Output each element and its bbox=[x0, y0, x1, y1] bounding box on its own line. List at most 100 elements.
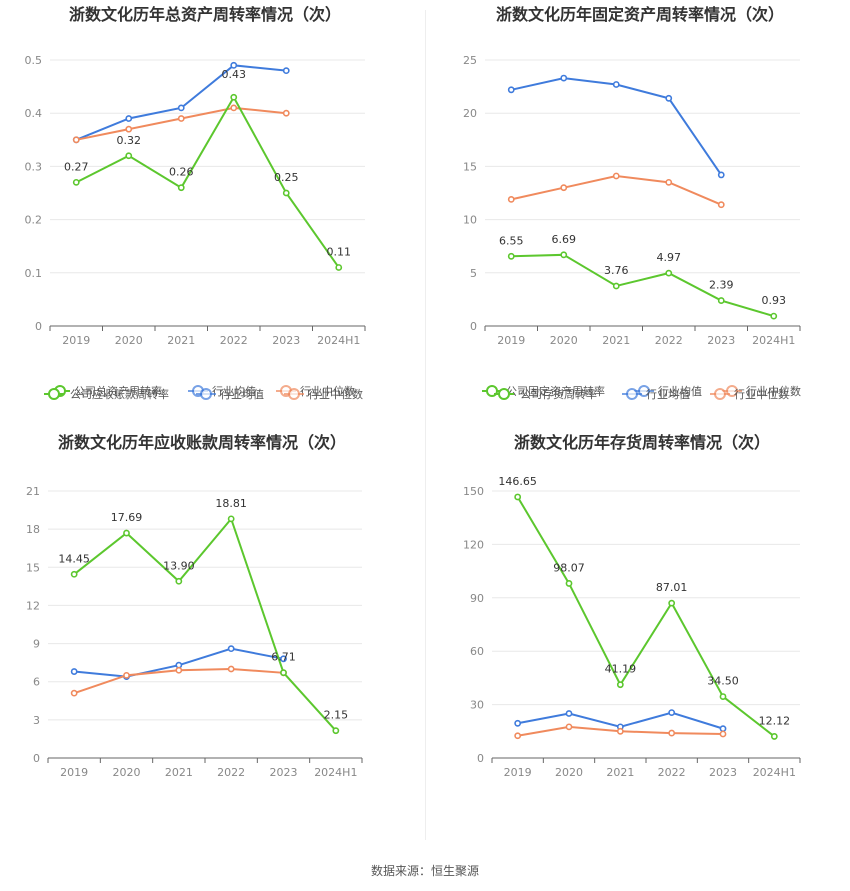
industry-avg-point bbox=[565, 710, 573, 717]
data-label: 34.50 bbox=[707, 675, 739, 688]
y-tick-label: 3 bbox=[33, 714, 40, 727]
company-point bbox=[335, 264, 343, 271]
company-point bbox=[280, 669, 287, 677]
legend-label: 公司总资产周转率 bbox=[74, 384, 162, 398]
legend-label: 行业均值 bbox=[212, 385, 256, 398]
panel-divider bbox=[425, 10, 426, 840]
y-tick-label: 18 bbox=[26, 523, 40, 536]
legend-marker bbox=[498, 388, 510, 400]
company-point bbox=[770, 312, 778, 320]
company-point bbox=[665, 269, 673, 277]
y-tick-label: 0 bbox=[470, 320, 477, 333]
industry-median-point bbox=[72, 136, 80, 144]
legend-label: 公司应收账款周转率 bbox=[70, 387, 169, 401]
company-point bbox=[668, 599, 676, 607]
y-tick-label: 90 bbox=[470, 592, 484, 605]
industry-median-point bbox=[514, 732, 522, 740]
legend-company[interactable]: 公司存货周转率 bbox=[494, 387, 597, 401]
x-tick-label: 2023 bbox=[270, 766, 298, 779]
data-label: 2.15 bbox=[324, 709, 349, 722]
x-tick-label: 2022 bbox=[655, 334, 683, 347]
legend-label: 公司存货周转率 bbox=[520, 387, 597, 401]
y-tick-label: 0.2 bbox=[25, 214, 43, 227]
data-label: 0.25 bbox=[274, 171, 299, 184]
company-point bbox=[616, 681, 624, 689]
industry-avg-point bbox=[507, 86, 515, 94]
industry-median-point bbox=[227, 665, 235, 673]
company-point bbox=[560, 251, 568, 259]
y-tick-label: 60 bbox=[470, 645, 484, 658]
chart-title: 浙数文化历年应收账款周转率情况（次） bbox=[58, 433, 346, 452]
industry-avg-point bbox=[668, 709, 676, 717]
legend-industry-median[interactable]: 行业中位数 bbox=[710, 387, 789, 401]
chart-title: 浙数文化历年存货周转率情况（次） bbox=[514, 433, 770, 452]
company-point bbox=[227, 515, 235, 523]
company-line bbox=[75, 95, 340, 269]
industry-avg-line bbox=[511, 77, 723, 176]
legend-industry-median[interactable]: 行业中位数 bbox=[284, 387, 363, 401]
y-tick-label: 0.1 bbox=[25, 267, 43, 280]
legend-marker bbox=[626, 388, 638, 400]
legend-label: 行业中位数 bbox=[734, 387, 789, 401]
legend-label: 行业均值 bbox=[646, 388, 690, 401]
industry-median-point bbox=[125, 125, 133, 133]
industry-median-point bbox=[612, 172, 620, 180]
company-point bbox=[282, 189, 290, 197]
company-point bbox=[514, 493, 522, 501]
legend-industry-avg[interactable]: 行业均值 bbox=[196, 388, 264, 401]
y-tick-label: 15 bbox=[463, 160, 477, 173]
legend-industry-median[interactable]: 行业中位数 bbox=[722, 384, 801, 398]
company-point bbox=[125, 152, 133, 160]
y-tick-label: 25 bbox=[463, 54, 477, 67]
legend-label: 行业中位数 bbox=[300, 384, 355, 398]
legend-label: 行业中位数 bbox=[308, 387, 363, 401]
industry-median-point bbox=[565, 723, 573, 731]
data-label: 18.81 bbox=[215, 497, 247, 510]
industry-median-point bbox=[616, 727, 624, 735]
legend-industry-avg[interactable]: 行业均值 bbox=[622, 388, 690, 401]
x-tick-label: 2024H1 bbox=[753, 766, 796, 779]
y-tick-label: 21 bbox=[26, 485, 40, 498]
data-label: 0.43 bbox=[222, 68, 247, 81]
x-tick-label: 2021 bbox=[606, 766, 634, 779]
industry-median-point bbox=[665, 178, 673, 186]
y-tick-label: 30 bbox=[470, 699, 484, 712]
industry-avg-point bbox=[227, 645, 235, 653]
industry-avg-point bbox=[514, 719, 522, 727]
data-label: 87.01 bbox=[656, 581, 688, 594]
company-point bbox=[717, 297, 725, 304]
x-tick-label: 2021 bbox=[602, 334, 630, 347]
legend-marker bbox=[48, 388, 60, 400]
y-tick-label: 120 bbox=[463, 538, 484, 551]
x-tick-label: 2020 bbox=[550, 334, 578, 347]
industry-avg-point bbox=[230, 61, 238, 69]
company-point bbox=[123, 529, 130, 537]
data-label: 6.55 bbox=[499, 234, 524, 247]
x-tick-label: 2022 bbox=[658, 766, 686, 779]
company-line bbox=[516, 496, 775, 738]
data-label: 3.76 bbox=[604, 264, 629, 277]
y-tick-label: 150 bbox=[463, 485, 484, 498]
data-source-footer: 数据来源：恒生聚源 bbox=[370, 864, 479, 878]
data-label: 41.19 bbox=[605, 663, 637, 676]
legend-company[interactable]: 公司固定资产周转率 bbox=[482, 384, 605, 398]
x-tick-label: 2023 bbox=[709, 766, 737, 779]
x-tick-label: 2020 bbox=[115, 334, 143, 347]
data-label: 0.93 bbox=[762, 294, 787, 307]
x-tick-label: 2023 bbox=[707, 334, 735, 347]
industry-median-point bbox=[177, 115, 185, 122]
company-point bbox=[612, 282, 620, 290]
industry-avg-point bbox=[125, 115, 133, 122]
industry-avg-point bbox=[70, 668, 78, 675]
data-label: 17.69 bbox=[111, 511, 143, 524]
industry-avg-point bbox=[719, 725, 727, 733]
y-tick-label: 9 bbox=[33, 638, 40, 651]
x-tick-label: 2023 bbox=[272, 334, 300, 347]
legend-label: 行业中位数 bbox=[746, 384, 801, 398]
y-tick-label: 12 bbox=[26, 599, 40, 612]
legend-label: 行业均值 bbox=[220, 388, 264, 401]
data-label: 146.65 bbox=[498, 475, 537, 488]
industry-median-point bbox=[70, 689, 78, 697]
x-tick-label: 2019 bbox=[60, 766, 88, 779]
legend-company[interactable]: 公司应收账款周转率 bbox=[44, 387, 169, 401]
